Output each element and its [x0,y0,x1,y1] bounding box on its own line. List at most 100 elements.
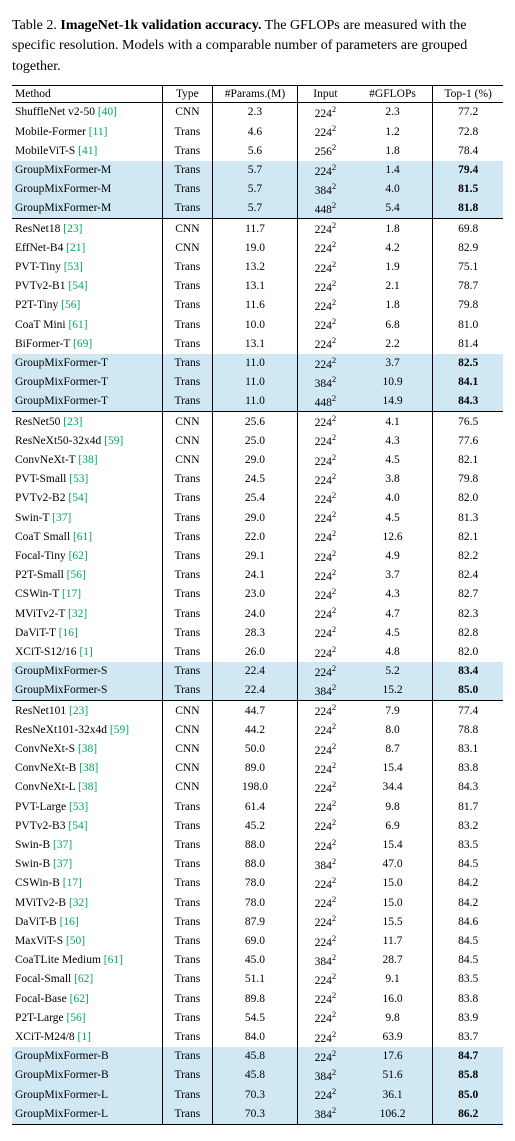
citation-link[interactable]: [1] [78,1031,91,1043]
table-row: Focal-Base [62]Trans89.8224216.083.8 [12,989,503,1008]
cell-method: DaViT-T [16] [12,623,162,642]
cell-gflops: 1.4 [353,161,433,180]
citation-link[interactable]: [54] [68,820,87,832]
cell-params: 29.0 [212,451,297,470]
citation-link[interactable]: [17] [62,588,81,600]
cell-input: 2242 [298,296,353,315]
cell-method: DaViT-B [16] [12,912,162,931]
input-squared: 2 [332,1067,336,1077]
cell-type: CNN [162,102,212,122]
input-squared: 2 [332,721,336,731]
input-base: 224 [315,802,332,814]
cell-params: 5.7 [212,161,297,180]
citation-link[interactable]: [17] [63,877,82,889]
table-row: ConvNeXt-T [38]CNN29.022424.582.1 [12,451,503,470]
citation-link[interactable]: [50] [66,935,85,947]
citation-link[interactable]: [16] [59,627,78,639]
citation-link[interactable]: [16] [60,916,79,928]
citation-link[interactable]: [69] [73,338,92,350]
citation-link[interactable]: [54] [68,492,87,504]
citation-link[interactable]: [37] [52,512,71,524]
method-name: Focal-Base [15,993,67,1005]
cell-gflops: 11.7 [353,932,433,951]
citation-link[interactable]: [38] [79,762,98,774]
table-row: PVTv2-B1 [54]Trans13.122422.178.7 [12,277,503,296]
citation-link[interactable]: [37] [53,839,72,851]
cell-input: 2242 [298,662,353,681]
citation-link[interactable]: [59] [104,435,123,447]
cell-gflops: 15.5 [353,912,433,931]
citation-link[interactable]: [62] [69,550,88,562]
cell-type: Trans [162,258,212,277]
cell-top1: 86.2 [433,1104,503,1124]
citation-link[interactable]: [38] [78,743,97,755]
cell-params: 4.6 [212,122,297,141]
citation-link[interactable]: [53] [64,261,83,273]
citation-link[interactable]: [32] [69,897,88,909]
method-name: CoaT Mini [15,319,66,331]
citation-link[interactable]: [23] [69,705,88,717]
citation-link[interactable]: [61] [68,319,87,331]
citation-link[interactable]: [37] [53,858,72,870]
input-base: 224 [315,436,332,448]
input-squared: 2 [332,702,336,712]
cell-gflops: 51.6 [353,1066,433,1085]
citation-link[interactable]: [62] [70,993,89,1005]
citation-link[interactable]: [62] [74,973,93,985]
cell-params: 70.3 [212,1104,297,1124]
citation-link[interactable]: [21] [66,242,85,254]
cell-gflops: 4.3 [353,585,433,604]
table-row: GroupMixFormer-STrans22.422425.283.4 [12,662,503,681]
citation-link[interactable]: [61] [104,954,123,966]
cell-gflops: 8.7 [353,740,433,759]
citation-link[interactable]: [40] [98,106,117,118]
cell-type: Trans [162,1028,212,1047]
table-row: GroupMixFormer-LTrans70.33842106.286.2 [12,1104,503,1124]
cell-gflops: 15.0 [353,874,433,893]
method-name: PVTv2-B3 [15,820,65,832]
citation-link[interactable]: [61] [73,531,92,543]
cell-type: Trans [162,970,212,989]
citation-link[interactable]: [32] [68,608,87,620]
citation-link[interactable]: [56] [66,1012,85,1024]
cell-method: GroupMixFormer-L [12,1104,162,1124]
cell-input: 3842 [298,951,353,970]
input-base: 224 [315,282,332,294]
input-base: 384 [315,185,332,197]
cell-gflops: 47.0 [353,855,433,874]
cell-type: Trans [162,392,212,412]
input-squared: 2 [332,220,336,230]
citation-link[interactable]: [23] [63,223,82,235]
cell-input: 3842 [298,373,353,392]
cell-params: 198.0 [212,778,297,797]
cell-gflops: 17.6 [353,1047,433,1066]
input-squared: 2 [332,567,336,577]
citation-link[interactable]: [56] [61,299,80,311]
cell-type: CNN [162,451,212,470]
citation-link[interactable]: [56] [67,569,86,581]
input-squared: 2 [332,355,336,365]
table-row: DaViT-B [16]Trans87.9224215.584.6 [12,912,503,931]
cell-method: GroupMixFormer-M [12,161,162,180]
citation-link[interactable]: [23] [63,416,82,428]
citation-link[interactable]: [53] [69,801,88,813]
table-row: Swin-B [37]Trans88.0224215.483.5 [12,836,503,855]
input-base: 224 [315,475,332,487]
cell-top1: 79.8 [433,296,503,315]
citation-link[interactable]: [53] [69,473,88,485]
citation-link[interactable]: [41] [78,145,97,157]
cell-input: 2242 [298,470,353,489]
citation-link[interactable]: [54] [68,280,87,292]
input-squared: 2 [332,624,336,634]
citation-link[interactable]: [1] [79,646,92,658]
citation-link[interactable]: [38] [78,454,97,466]
citation-link[interactable]: [38] [78,781,97,793]
method-name: ResNeXt50-32x4d [15,435,101,447]
input-base: 224 [315,706,332,718]
citation-link[interactable]: [59] [110,724,129,736]
citation-link[interactable]: [11] [89,126,108,138]
cell-method: ShuffleNet v2-50 [40] [12,102,162,122]
method-name: GroupMixFormer-M [15,164,111,176]
cell-params: 29.1 [212,547,297,566]
cell-input: 2242 [298,1028,353,1047]
